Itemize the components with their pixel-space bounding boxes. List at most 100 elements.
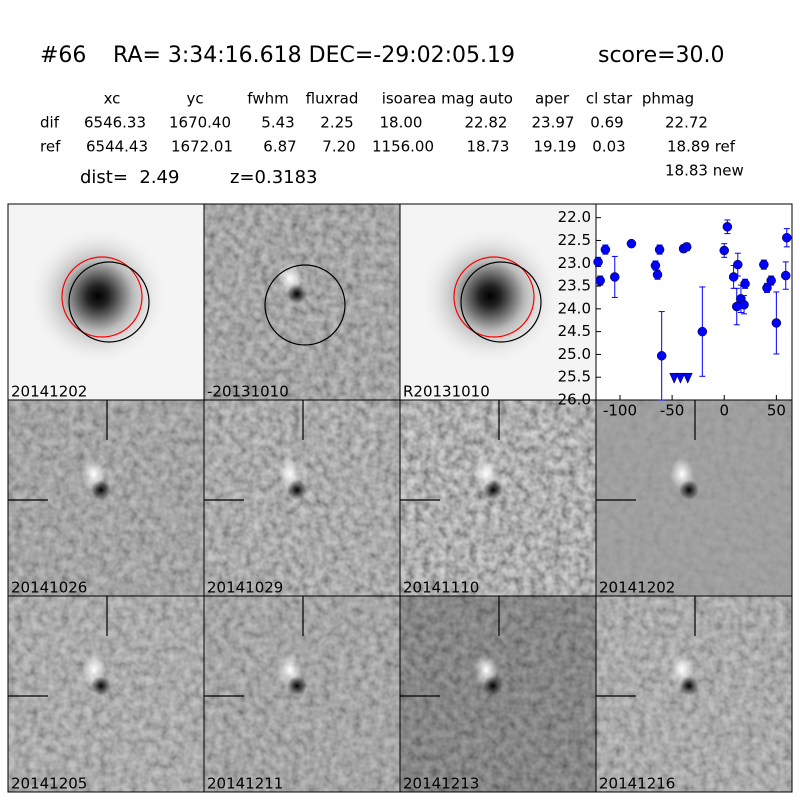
table-cell: 18.73 [467, 138, 510, 156]
stamp-label: 20141205 [11, 775, 87, 793]
table-cell: 1156.00 [372, 138, 434, 156]
stamp-label: R20131010 [403, 383, 490, 401]
table-cell: 6546.33 [84, 114, 146, 132]
table-cell: 18.00 [380, 114, 423, 132]
table-note: 18.83 new [665, 162, 744, 180]
y-tick-label: 23.5 [558, 277, 591, 295]
score: score=30.0 [598, 43, 725, 68]
stamp-label: -20131010 [207, 383, 289, 401]
table-cell: 22.82 [465, 114, 508, 132]
y-tick-label: 24.5 [558, 322, 591, 340]
data-point [650, 260, 661, 271]
column-header: xc [104, 90, 121, 108]
data-point [697, 326, 708, 337]
data-point [739, 299, 749, 310]
x-tick-label: 50 [767, 402, 786, 420]
column-header: mag auto [441, 90, 513, 108]
table-cell: 2.25 [320, 114, 353, 132]
source-dark [483, 676, 503, 696]
column-header: yc [186, 90, 203, 108]
stamp: 20141202 [595, 399, 793, 597]
data-point [626, 238, 637, 249]
source-dark [287, 480, 307, 500]
table-cell: 1670.40 [169, 114, 231, 132]
table-cell: 23.97 [532, 114, 575, 132]
source-dark [287, 284, 307, 304]
data-point [600, 244, 611, 255]
new-circle [68, 261, 150, 343]
column-header: isoarea [382, 90, 437, 108]
table-cell: 1672.01 [171, 138, 233, 156]
data-point [593, 257, 603, 267]
ref-circle [453, 256, 535, 338]
stamp-label: 20141213 [403, 775, 479, 793]
y-tick-label: 25.0 [558, 345, 591, 363]
distance: dist= 2.49 [80, 167, 179, 188]
column-header: fwhm [247, 90, 288, 108]
stamp: 20141026 [7, 399, 205, 597]
column-header: cl star [586, 90, 633, 108]
plot-area [595, 203, 793, 401]
data-point [681, 242, 692, 252]
data-point [759, 259, 769, 270]
row-label: dif [40, 114, 60, 132]
data-point [771, 318, 782, 328]
galaxy [420, 226, 560, 366]
stamp: 20141205 [7, 595, 205, 793]
y-tick-label: 22.0 [558, 208, 591, 226]
stamp-label: 20141110 [403, 579, 479, 597]
column-header: phmag [642, 90, 694, 108]
upper-limit [669, 372, 680, 384]
coordinates: RA= 3:34:16.618 DEC=-29:02:05.19 [113, 43, 515, 68]
source-dark [91, 480, 111, 500]
column-header: aper [535, 90, 570, 108]
new-circle [460, 261, 542, 343]
new-circle [264, 264, 346, 346]
table-cell: 6544.43 [86, 138, 148, 156]
stamp-border [595, 595, 793, 793]
y-tick-label: 22.5 [558, 231, 591, 249]
table-cell: 18.89 ref [667, 138, 736, 156]
stamp: 20141211 [203, 595, 401, 793]
source-dark [287, 676, 307, 696]
data-point [733, 259, 743, 270]
candidate-id: #66 [40, 43, 86, 68]
x-tick-label: -100 [603, 402, 637, 420]
upper-limit [682, 372, 693, 384]
column-header: fluxrad [306, 90, 359, 108]
data-point [652, 269, 663, 280]
stamp-label: 20141202 [599, 579, 675, 597]
source-dark [91, 676, 111, 696]
table-cell: 5.43 [261, 114, 294, 132]
data-point [719, 245, 729, 256]
source-dark [483, 480, 503, 500]
stamp: 20141213 [399, 595, 597, 793]
table-cell: 0.03 [592, 138, 625, 156]
redshift: z=0.3183 [230, 167, 318, 188]
data-point [656, 351, 667, 361]
data-point [780, 270, 791, 281]
table-cell: 6.87 [263, 138, 296, 156]
table-cell: 0.69 [590, 114, 623, 132]
stamp-label: 20141216 [599, 775, 675, 793]
y-tick-label: 25.5 [558, 368, 591, 386]
data-point [722, 222, 733, 232]
table-cell: 7.20 [322, 138, 355, 156]
source-dark [679, 480, 699, 500]
data-point [595, 275, 605, 286]
y-tick-label: 26.0 [558, 391, 591, 409]
stamp-label: 20141026 [11, 579, 87, 597]
stamp-label: 20141211 [207, 775, 283, 793]
y-tick-label: 24.0 [558, 299, 591, 317]
data-point [766, 275, 776, 286]
upper-limit [675, 372, 686, 384]
stamp: 20141202 [7, 203, 205, 401]
x-tick-label: 0 [719, 402, 729, 420]
data-point [728, 272, 739, 282]
data-point [740, 279, 750, 289]
table-cell: 22.72 [665, 114, 708, 132]
stamp: 20141110 [399, 399, 597, 597]
source-dark [679, 676, 699, 696]
y-tick-label: 23.0 [558, 254, 591, 272]
